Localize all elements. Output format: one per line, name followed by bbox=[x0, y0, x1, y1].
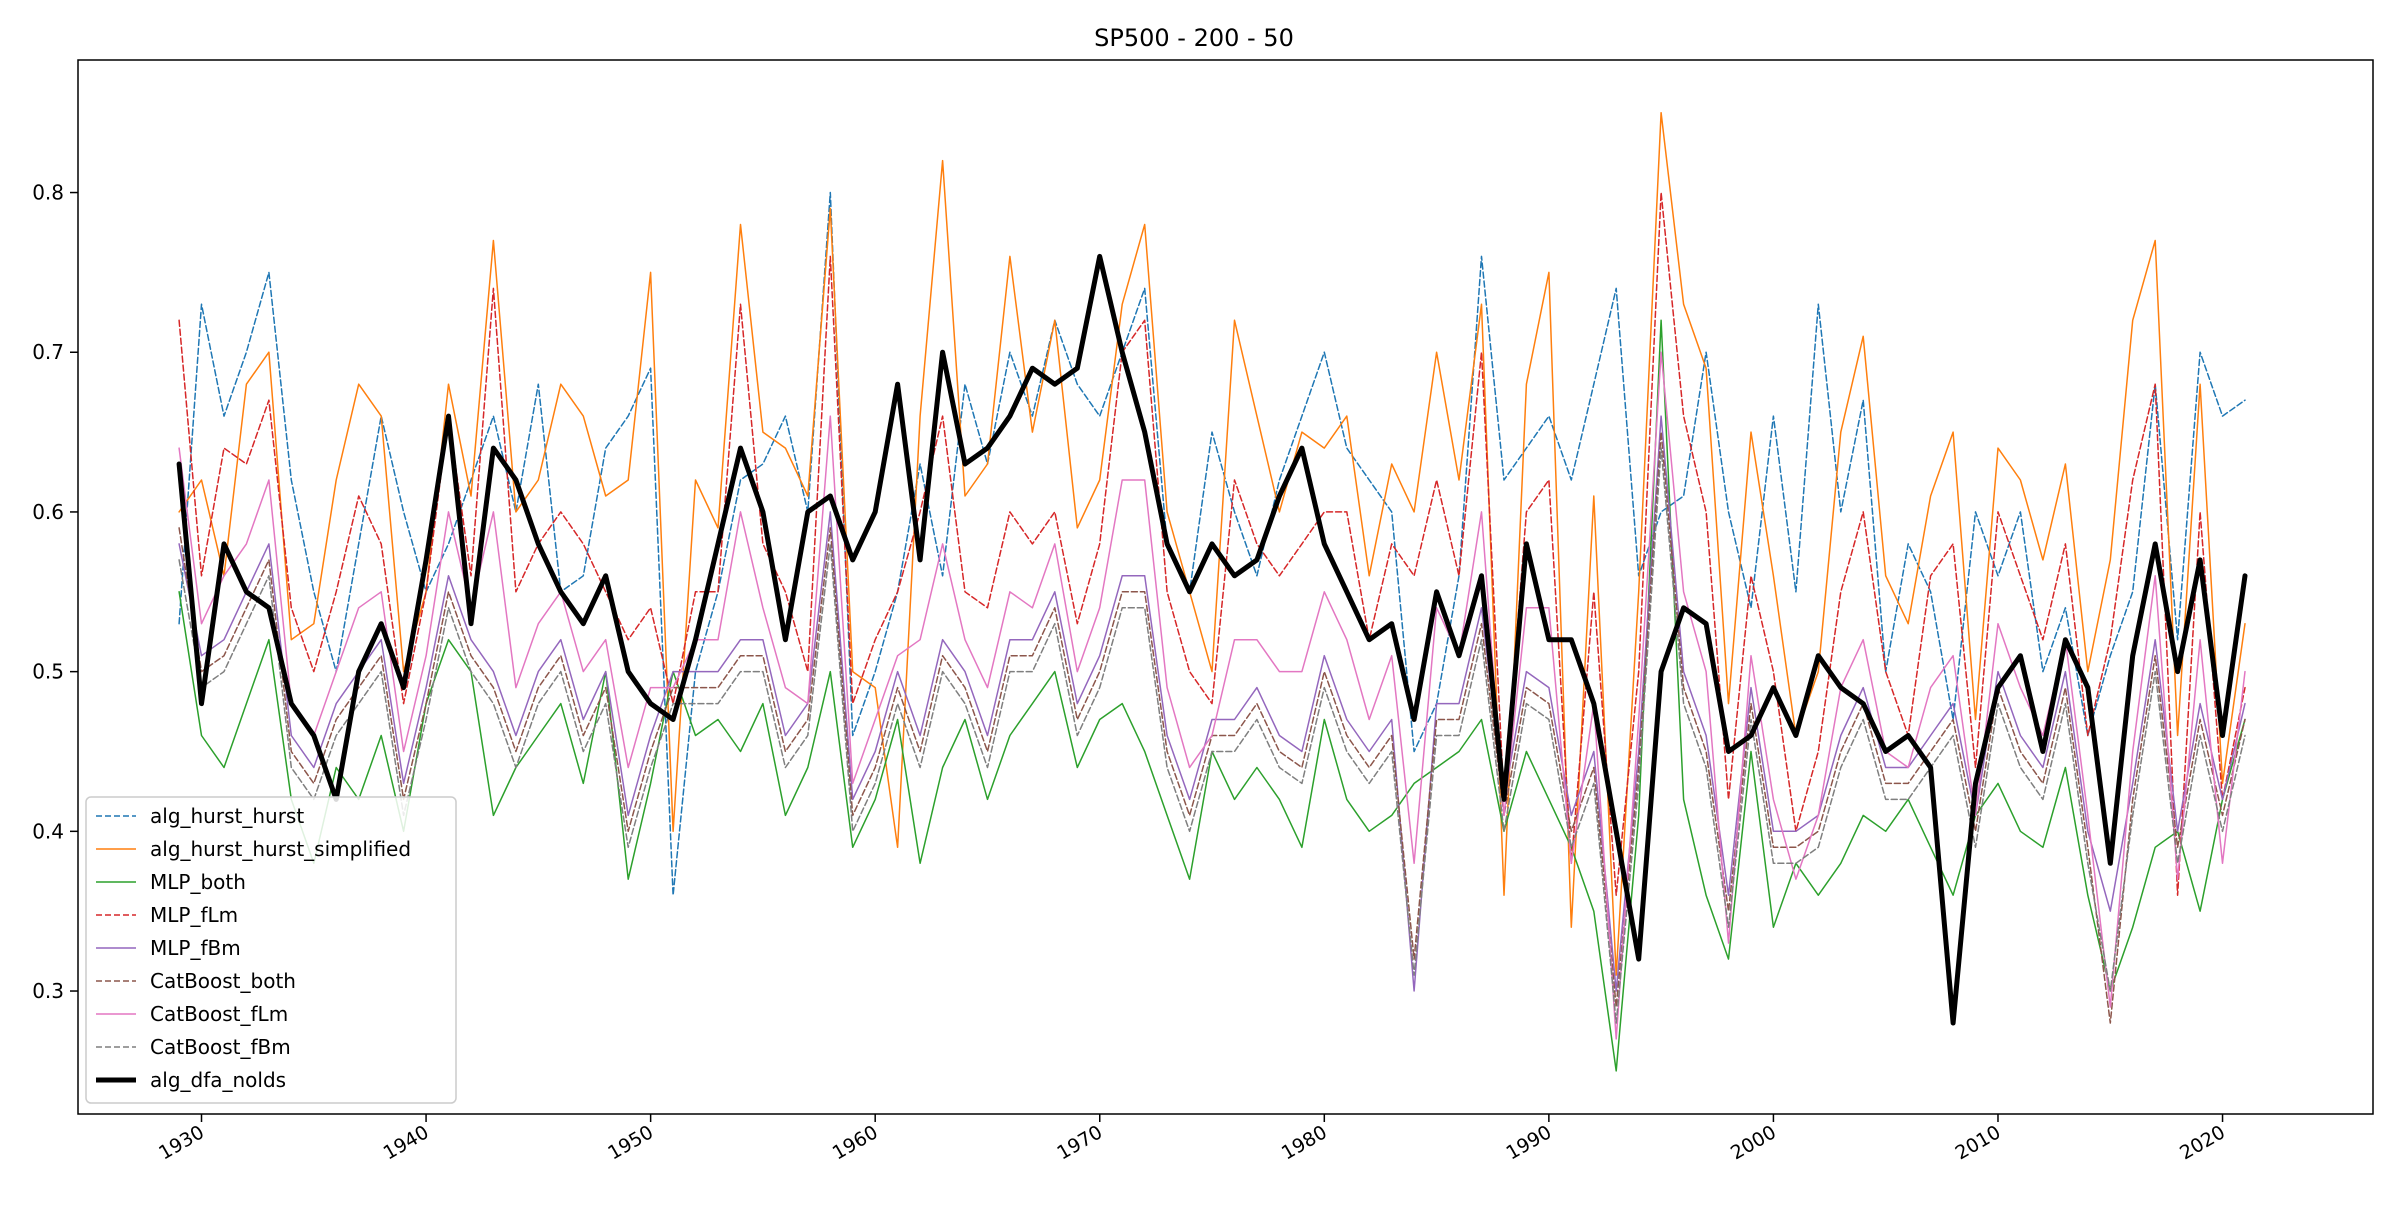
series-line-alg-dfa-nolds bbox=[176, 253, 2248, 1026]
x-tick-label: 1930 bbox=[155, 1121, 208, 1164]
x-tick-label: 2000 bbox=[1727, 1121, 1780, 1164]
series-line-catboost-flm bbox=[178, 351, 2246, 1040]
legend-label: CatBoost_fBm bbox=[150, 1035, 291, 1059]
y-tick-label: 0.5 bbox=[32, 660, 64, 684]
y-tick-label: 0.6 bbox=[32, 500, 64, 524]
y-axis: 0.3 0.4 0.5 0.6 0.7 0.8 bbox=[32, 181, 78, 1003]
y-tick-label: 0.8 bbox=[32, 181, 64, 205]
y-tick-label: 0.7 bbox=[32, 340, 64, 364]
x-tick-label: 1960 bbox=[829, 1121, 882, 1164]
y-tick-label: 0.3 bbox=[32, 979, 64, 1003]
x-tick-label: 1940 bbox=[380, 1121, 433, 1164]
legend-item: alg_hurst_hurst_simplified bbox=[96, 837, 411, 861]
legend-items: alg_hurst_hurst alg_hurst_hurst_simplifie… bbox=[96, 804, 411, 1092]
x-tick-label: 1980 bbox=[1278, 1121, 1331, 1164]
legend-item: CatBoost_fBm bbox=[96, 1035, 291, 1059]
series-line-catboost-fbm bbox=[178, 447, 2246, 1024]
legend-label: MLP_both bbox=[150, 870, 246, 894]
series-layer bbox=[176, 111, 2248, 1072]
legend-box bbox=[85, 796, 457, 1104]
series-line-mlp-flm bbox=[178, 191, 2246, 896]
x-tick-label: 1970 bbox=[1053, 1121, 1106, 1164]
legend: alg_hurst_hurst alg_hurst_hurst_simplifie… bbox=[85, 796, 457, 1104]
chart-title: SP500 - 200 - 50 bbox=[1094, 24, 1294, 52]
legend-item: alg_hurst_hurst bbox=[96, 804, 304, 828]
x-tick-label: 1950 bbox=[604, 1121, 657, 1164]
legend-item: MLP_fLm bbox=[96, 903, 238, 927]
x-axis: 1930 1940 1950 1960 1970 1980 1990 2000 2010 2020 bbox=[155, 1114, 2229, 1165]
series-line-mlp-fbm bbox=[178, 415, 2246, 992]
legend-label: CatBoost_fLm bbox=[150, 1002, 288, 1026]
plot-area-background bbox=[78, 60, 2373, 1114]
legend-item: CatBoost_fLm bbox=[96, 1002, 288, 1026]
legend-label: MLP_fBm bbox=[150, 936, 241, 960]
legend-label: alg_hurst_hurst bbox=[150, 804, 304, 828]
legend-item: MLP_fBm bbox=[96, 936, 241, 960]
legend-label: MLP_fLm bbox=[150, 903, 238, 927]
legend-item: CatBoost_both bbox=[96, 969, 296, 993]
legend-item: alg_dfa_nolds bbox=[96, 1068, 286, 1092]
y-tick-label: 0.4 bbox=[32, 819, 64, 843]
plot-frame bbox=[77, 59, 2374, 1115]
legend-label: CatBoost_both bbox=[150, 969, 296, 993]
series-line-alg-hurst-hurst bbox=[178, 191, 2246, 896]
x-tick-label: 1990 bbox=[1502, 1121, 1555, 1164]
x-tick-label: 2020 bbox=[2176, 1121, 2229, 1164]
legend-label: alg_dfa_nolds bbox=[150, 1068, 286, 1092]
legend-label: alg_hurst_hurst_simplified bbox=[150, 837, 411, 861]
legend-item: MLP_both bbox=[96, 870, 246, 894]
x-tick-label: 2010 bbox=[1952, 1121, 2005, 1164]
